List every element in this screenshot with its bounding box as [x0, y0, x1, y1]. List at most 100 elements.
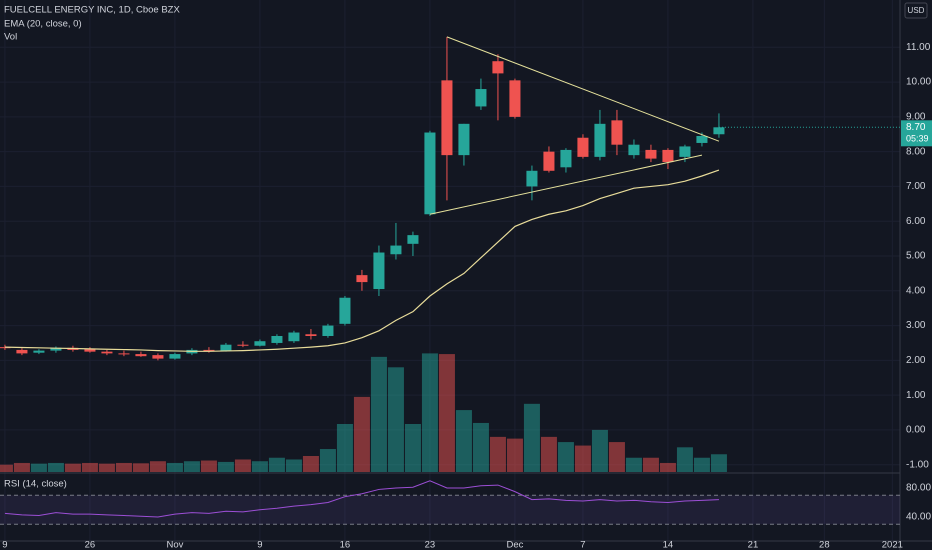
- x-tick-label: 2021: [882, 540, 903, 550]
- volume-bar: [659, 462, 676, 472]
- volume-bar: [625, 457, 642, 472]
- candle-body: [662, 149, 674, 163]
- volume-bar: [0, 464, 13, 472]
- candle-body: [254, 341, 266, 346]
- volume-bar: [234, 459, 251, 472]
- currency[interactable]: USD: [908, 6, 925, 15]
- candle-body: [696, 136, 708, 143]
- rsi-tick-label: 80.00: [906, 483, 931, 494]
- candle-body: [169, 354, 181, 359]
- volume-bar: [404, 424, 421, 472]
- candle-body: [424, 132, 436, 215]
- volume-bar: [13, 462, 30, 472]
- candle-body: [288, 332, 300, 342]
- y-tick-label: 6.00: [906, 216, 926, 227]
- candle-body: [339, 297, 351, 324]
- candle-body: [594, 123, 606, 157]
- currency-box[interactable]: [904, 2, 928, 19]
- candle-body: [237, 344, 249, 346]
- y-tick-label: 4.00: [906, 285, 926, 296]
- candle-body: [271, 336, 283, 343]
- volume-bar: [64, 463, 81, 472]
- candle-body: [16, 349, 28, 354]
- candle-body: [118, 353, 130, 355]
- volume-bar: [353, 396, 370, 472]
- y-tick-label: 10.00: [906, 77, 931, 88]
- volume-bar: [506, 438, 523, 472]
- x-tick-label: 23: [425, 540, 436, 550]
- y-tick-label: 7.00: [906, 181, 926, 192]
- volume-bar: [472, 422, 489, 472]
- volume-bar: [285, 459, 302, 472]
- candle-body: [509, 80, 521, 117]
- x-tick-label: 21: [748, 540, 759, 550]
- x-tick-label: Nov: [166, 540, 183, 550]
- y-tick-label: 5.00: [906, 251, 926, 262]
- candle-body: [305, 334, 317, 336]
- volume-bar: [387, 367, 404, 472]
- volume-label: Vol: [4, 32, 17, 43]
- volume-bar: [523, 403, 540, 472]
- volume-bar: [268, 457, 285, 472]
- volume-bar: [455, 410, 472, 472]
- candle-body: [373, 252, 385, 290]
- y-tick-label: 2.00: [906, 355, 926, 366]
- volume-bar: [438, 354, 455, 472]
- volume-bar: [251, 461, 268, 472]
- candle-body: [458, 123, 470, 156]
- candle-body: [560, 149, 572, 168]
- volume-bar: [81, 462, 98, 472]
- candle-body: [407, 235, 419, 244]
- candle-body: [645, 149, 657, 159]
- candle-body: [390, 245, 402, 255]
- rsi-line: [4, 480, 719, 518]
- volume-bar: [166, 462, 183, 472]
- candle-body: [713, 127, 725, 135]
- y-tick-label: 0.00: [906, 425, 926, 436]
- last-price: 8.70: [906, 122, 926, 133]
- candle-body: [441, 80, 453, 156]
- rsi-label: RSI (14, close): [4, 479, 67, 490]
- volume-bar: [217, 461, 234, 472]
- volume-bar: [421, 353, 438, 472]
- candle-body: [543, 151, 555, 171]
- countdown: 05:39: [906, 134, 929, 144]
- x-tick-label: 26: [85, 540, 96, 550]
- candle-body: [628, 144, 640, 156]
- y-tick-label: 1.00: [906, 390, 926, 401]
- candle-body: [220, 344, 232, 351]
- y-tick-label: -1.00: [906, 459, 929, 470]
- candle-body: [203, 349, 215, 352]
- x-tick-label: Dec: [506, 540, 523, 550]
- candle-body: [526, 170, 538, 187]
- y-tick-label: 11.00: [906, 42, 931, 53]
- volume-bar: [370, 356, 387, 472]
- candle-body: [135, 354, 147, 357]
- candle-body: [611, 120, 623, 145]
- rsi-tick-label: 40.00: [906, 512, 931, 523]
- candle-body: [492, 61, 504, 74]
- volume-bar: [200, 460, 217, 472]
- candle-body: [50, 347, 62, 351]
- candle-body: [33, 350, 45, 353]
- x-tick-label: 16: [340, 540, 351, 550]
- volume-bar: [710, 454, 727, 472]
- volume-bar: [47, 462, 64, 472]
- x-tick-label: 9: [2, 540, 7, 550]
- volume-bar: [183, 461, 200, 472]
- candle-body: [152, 355, 164, 359]
- candle-body: [101, 351, 113, 354]
- volume-bar: [608, 442, 625, 472]
- volume-bar: [642, 457, 659, 472]
- volume-bar: [98, 463, 115, 472]
- candle-body: [322, 325, 334, 336]
- volume-bar: [489, 436, 506, 472]
- volume-bar: [302, 456, 319, 472]
- volume-bar: [149, 461, 166, 472]
- x-tick-label: 9: [257, 540, 262, 550]
- rsi-band: [0, 495, 900, 525]
- candle-body: [679, 146, 691, 157]
- volume-bar: [591, 429, 608, 472]
